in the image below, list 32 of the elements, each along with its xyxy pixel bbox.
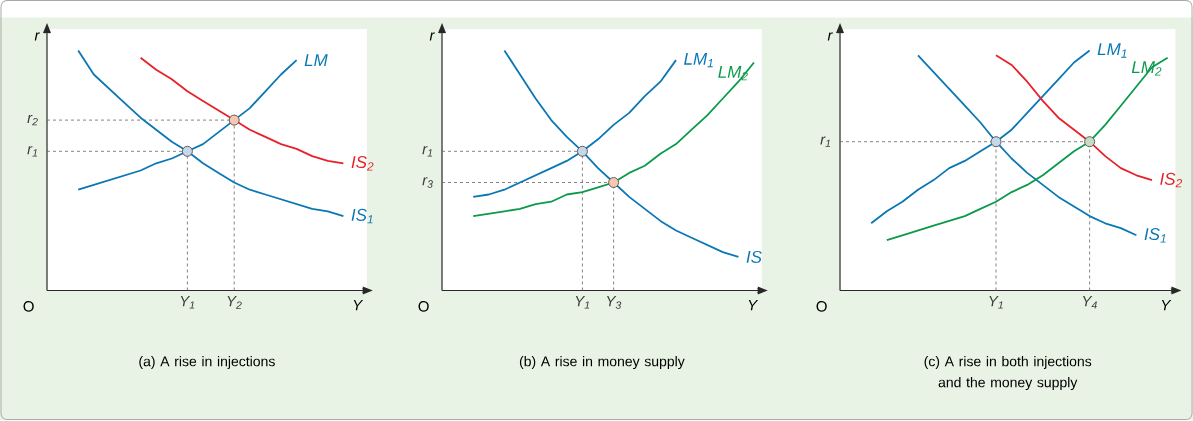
series-label: LM$_{1}$	[1097, 43, 1127, 58]
x-axis-title: Y	[748, 300, 759, 311]
x-tick-label: Y$_{1}$	[989, 296, 1003, 309]
series-label: LM$_{2}$	[1131, 61, 1162, 76]
series-label: IS$_{2}$	[1160, 173, 1183, 188]
series-label: LM$_{1}$	[684, 53, 713, 68]
ref-line-label: r$_{3}$	[422, 177, 433, 189]
series-label: IS$_{1}$	[1144, 228, 1166, 243]
series-label: IS	[746, 251, 762, 264]
x-tick-label: Y$_{4}$	[1083, 296, 1097, 309]
text: O	[816, 301, 827, 312]
text: (b) A rise in money supply	[519, 356, 685, 370]
y-axis-title: r	[827, 32, 833, 41]
series-label: LM	[304, 54, 328, 67]
x-tick-label: Y$_{1}$	[180, 296, 195, 309]
x-tick-label: Y$_{1}$	[575, 296, 590, 309]
ref-line-label: r$_{1}$	[422, 146, 433, 157]
x-axis-title: Y	[1161, 300, 1172, 311]
ref-line-label: r$_{2}$	[27, 115, 38, 126]
x-tick-label: Y$_{3}$	[606, 296, 622, 310]
text: O	[418, 301, 429, 312]
x-axis-title: Y	[353, 300, 364, 311]
y-axis-title: r	[34, 32, 40, 41]
series-label: IS$_{2}$	[351, 156, 374, 171]
text: (a) A rise in injections	[139, 356, 275, 370]
y-axis-title: r	[429, 32, 435, 41]
series-label: IS$_{1}$	[351, 209, 373, 224]
ref-line-label: r$_{1}$	[27, 146, 38, 157]
text: (c) A rise in both injections and the money supply	[924, 356, 1092, 391]
text: O	[23, 301, 34, 312]
ref-line-label: r$_{1}$	[820, 136, 831, 148]
x-tick-label: Y$_{2}$	[227, 296, 242, 309]
